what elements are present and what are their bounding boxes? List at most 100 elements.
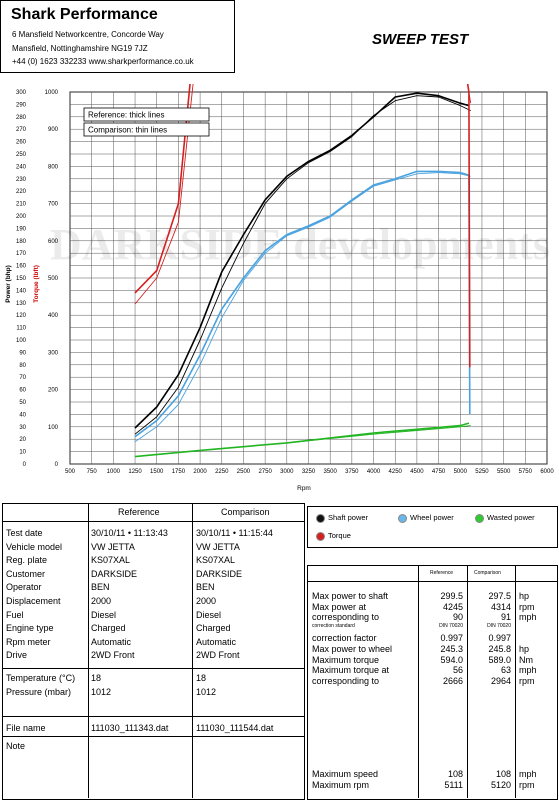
result-value-comparison: 0.997	[488, 633, 511, 644]
results-header-reference: Reference	[430, 570, 454, 576]
result-value-comparison: 63	[500, 665, 511, 676]
y-tick-label-power: 170	[16, 251, 27, 257]
y-tick-label-power: 60	[19, 388, 26, 394]
legend-item-wasted-power: Wasted power	[475, 513, 535, 523]
note-reference: Reference: thick lines	[88, 111, 164, 120]
result-label: Max power to shaft	[312, 591, 389, 601]
x-tick-label: 750	[87, 469, 98, 475]
x-tick-label: 3750	[345, 469, 359, 475]
info-value-comparison: Diesel	[196, 609, 222, 620]
legend-label: Shaft power	[328, 513, 369, 522]
condition-label: Temperature (°C)	[6, 673, 76, 683]
info-label: Drive	[6, 650, 28, 661]
series-line-wasted-power-comparison	[134, 425, 471, 458]
info-value-reference: VW JETTA	[91, 541, 135, 552]
result-label: corresponding to	[312, 675, 380, 686]
info-value-comparison: KS07XAL	[196, 555, 236, 566]
result-unit: mph	[519, 769, 537, 779]
legend-swatch	[316, 513, 325, 523]
y-tick-label-power: 120	[16, 313, 27, 319]
result-label: correction standard	[312, 622, 355, 629]
page-title: SWEEP TEST	[372, 31, 469, 48]
legend-item-shaft-power: Shaft power	[316, 513, 368, 523]
result-unit: mph	[519, 665, 537, 676]
company-name: Shark Performance	[11, 6, 158, 23]
result-label: corresponding to	[312, 612, 380, 623]
y-tick-label-torque: 0	[55, 462, 59, 468]
chart-series	[134, 84, 472, 458]
info-label: Rpm meter	[6, 636, 51, 647]
y-tick-label-torque: 200	[48, 388, 59, 394]
result-value-comparison: 297.5	[488, 591, 511, 601]
result-unit: mph	[519, 612, 537, 623]
results-table: Reference Comparison Max power to shaft 2…	[307, 565, 558, 800]
result-value-reference: 4245	[442, 601, 463, 612]
y-tick-label-power: 40	[19, 412, 26, 418]
result-label: Maximum speed	[312, 769, 379, 779]
x-tick-label: 6000	[540, 469, 554, 475]
x-axis-label: Rpm	[297, 485, 311, 492]
y-axis-label-torque: Torque (lbft)	[33, 265, 40, 303]
x-tick-label: 1250	[128, 469, 142, 475]
info-value-reference: BEN	[91, 582, 110, 593]
x-tick-label: 4750	[432, 469, 446, 475]
y-tick-label-power: 270	[16, 127, 27, 133]
y-axis-label-power: Power (bhp)	[5, 265, 12, 303]
y-tick-label-power: 220	[16, 189, 27, 195]
y-tick-label-power: 110	[16, 326, 26, 332]
y-tick-label-power: 290	[16, 102, 27, 108]
file-name-comparison: 111030_111544.dat	[196, 723, 274, 733]
y-tick-label-power: 100	[16, 338, 27, 344]
info-label: Vehicle model	[6, 541, 63, 552]
y-tick-label-torque: 800	[48, 164, 59, 170]
y-tick-label-power: 140	[16, 288, 27, 294]
condition-value-comparison: 1012	[196, 686, 217, 697]
result-value-reference: 299.5	[440, 591, 463, 601]
x-tick-label: 1750	[172, 469, 186, 475]
col-header-reference: Reference	[118, 507, 160, 517]
col-header-comparison: Comparison	[221, 507, 270, 517]
info-value-reference: 30/10/11 • 11:13:43	[91, 528, 168, 538]
y-tick-label-power: 130	[16, 301, 27, 307]
result-label: Max power to wheel	[312, 644, 393, 654]
file-name-reference: 111030_111343.dat	[91, 723, 169, 733]
result-value-comparison: 91	[500, 612, 511, 623]
company-address-line1: 6 Mansfield Networkcentre, Concorde Way	[12, 30, 164, 39]
info-value-reference: KS07XAL	[91, 555, 131, 566]
info-label: Engine type	[6, 623, 54, 634]
info-value-comparison: 30/10/11 • 11:15:44	[196, 528, 273, 538]
results-header-comparison: Comparison	[474, 570, 501, 576]
info-label: Test date	[6, 528, 43, 538]
legend-label: Wheel power	[410, 513, 454, 522]
info-value-comparison: Charged	[196, 623, 231, 634]
condition-value-comparison: 18	[196, 673, 207, 683]
y-tick-label-power: 20	[19, 437, 26, 443]
result-value-reference: 5111	[444, 779, 463, 790]
legend-swatch	[475, 513, 484, 523]
y-tick-label-power: 180	[16, 239, 27, 245]
result-value-reference: 2666	[442, 675, 463, 686]
result-label: Maximum rpm	[312, 779, 370, 790]
info-value-comparison: VW JETTA	[196, 541, 240, 552]
y-tick-label-power: 0	[23, 462, 27, 468]
info-value-comparison: 2WD Front	[196, 650, 240, 661]
result-value-reference: 90	[452, 612, 463, 623]
company-info-box: Shark Performance 6 Mansfield Networkcen…	[0, 0, 235, 73]
info-value-reference: Automatic	[91, 636, 132, 647]
result-label: Maximum torque	[312, 654, 380, 665]
result-value-comparison: DIN 70020	[487, 622, 511, 629]
x-tick-label: 3500	[324, 469, 338, 475]
chart-ticks: 500 750 1000 1250 1500 1750 2000 2250 2500 2750 30…	[16, 90, 554, 475]
condition-label: Pressure (mbar)	[6, 686, 72, 697]
result-value-comparison: 589.0	[488, 654, 511, 665]
y-tick-label-torque: 600	[48, 239, 59, 245]
result-value-reference: 0.997	[440, 633, 463, 644]
series-line-wheel-power-comparison	[134, 172, 471, 443]
info-value-reference: DARKSIDE	[91, 568, 138, 579]
x-tick-label: 1000	[107, 469, 121, 475]
y-tick-label-torque: 500	[48, 276, 59, 282]
result-value-reference: 594.0	[440, 654, 463, 665]
y-tick-label-power: 190	[16, 226, 27, 232]
result-value-comparison: 245.8	[488, 644, 511, 654]
y-tick-label-power: 50	[19, 400, 26, 406]
